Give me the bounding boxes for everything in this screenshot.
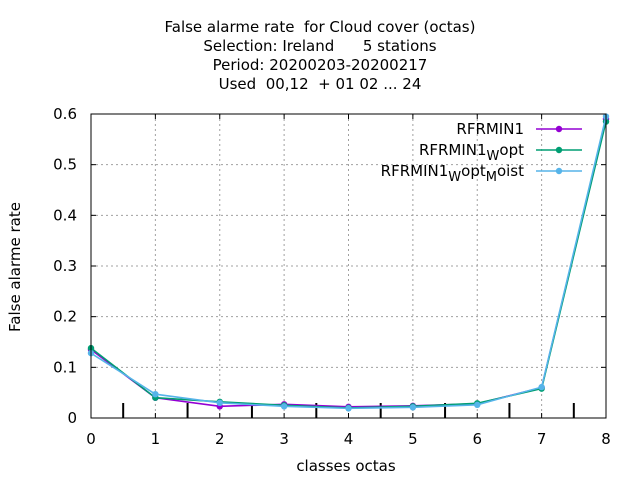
y-tick-labels: 0 0.1 0.2 0.3 0.4 0.5 0.6 [53,105,77,427]
plot-frame [90,113,607,419]
x-tick-label: 0 [86,430,96,448]
y-tick-label: 0.3 [53,257,77,275]
x-tick-label: 7 [537,430,547,448]
legend-marker [555,146,563,154]
data-point [409,404,417,411]
x-axis-label: classes octas [296,457,396,475]
y-tick-label: 0.5 [53,156,77,174]
chart-title-line-4: Used 00,12 + 01 02 ... 24 [218,75,422,93]
x-tick-label: 6 [472,430,482,448]
series-3 [87,113,610,412]
legend-label: RFRMIN1WoptMoist [381,162,524,185]
legend-marker [555,125,563,133]
series-group [87,113,610,412]
x-tick-label: 5 [408,430,418,448]
data-point [216,399,223,406]
data-point [538,383,545,391]
chart-title-line-2: Selection: Ireland 5 stations [203,37,437,55]
x-tick-label: 3 [279,430,289,448]
legend-label: RFRMIN1Wopt [419,141,524,164]
chart-title-line-3: Period: 20200203-20200217 [212,56,428,74]
grid [90,113,607,419]
data-point [345,405,352,412]
y-tick-label: 0.6 [53,105,77,123]
chart-title-line-1: False alarme rate for Cloud cover (octas… [164,18,476,36]
x-tick-label: 1 [151,430,161,448]
data-point [280,403,288,410]
data-point [474,401,481,409]
x-tick-label: 4 [344,430,354,448]
x-tick-labels: 0 1 2 3 4 5 6 7 8 [86,430,611,448]
x-tick-label: 8 [601,430,611,448]
y-tick-label: 0 [67,409,77,427]
y-axis-label: False alarme rate [6,202,24,332]
series-line [90,118,607,408]
legend-marker [555,167,563,175]
y-tick-label: 0.4 [53,206,77,224]
y-tick-label: 0.2 [53,308,77,326]
x-tick-label: 2 [215,430,225,448]
y-tick-label: 0.1 [53,358,77,376]
data-point [152,390,159,398]
legend-label: RFRMIN1 [456,120,524,138]
